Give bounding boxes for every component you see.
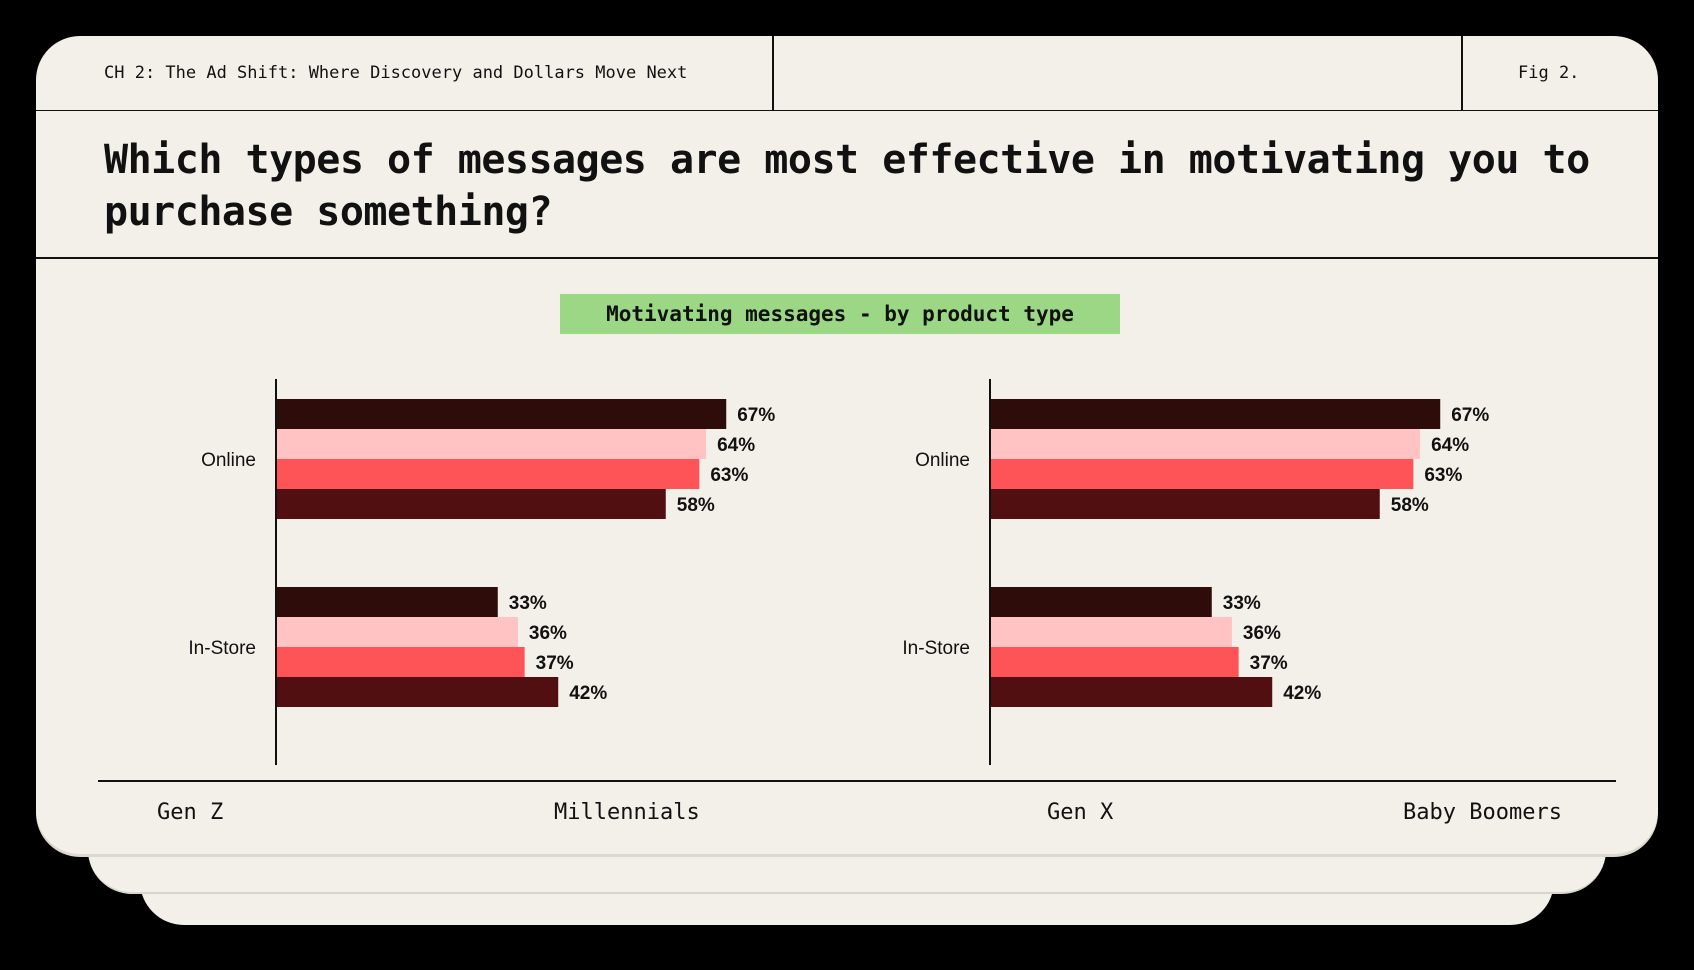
bar-online-gen-z xyxy=(990,399,1441,429)
question-title: Which types of messages are most effecti… xyxy=(104,137,1590,235)
chart-subtitle: Motivating messages - by product type xyxy=(560,294,1120,334)
bar-in-store-baby-boomers xyxy=(990,677,1273,707)
data-label-in-store-gen-z: 33% xyxy=(509,593,547,614)
legend-baby-boomers: Baby Boomers xyxy=(1403,800,1562,825)
data-label-online-millennials: 64% xyxy=(717,435,755,456)
bar-online-baby-boomers xyxy=(990,489,1380,519)
data-label-online-millennials: 64% xyxy=(1431,435,1469,456)
bar-online-gen-x xyxy=(990,459,1414,489)
data-label-in-store-baby-boomers: 42% xyxy=(1283,683,1321,704)
card-header: CH 2: The Ad Shift: Where Discovery and … xyxy=(36,36,1658,111)
bar-online-baby-boomers xyxy=(276,489,666,519)
bar-in-store-millennials xyxy=(990,617,1232,647)
bar-in-store-gen-x xyxy=(990,647,1239,677)
bar-in-store-millennials xyxy=(276,617,518,647)
figure-label: Fig 2. xyxy=(1518,63,1580,83)
legend-millennials: Millennials xyxy=(554,800,700,825)
bar-online-gen-z xyxy=(276,399,727,429)
chart-left: Online 67% 64% 63% 58% In-Store 33% 36% 37% 42% xyxy=(86,371,866,766)
data-label-in-store-gen-z: 33% xyxy=(1223,593,1261,614)
chapter-title: CH 2: The Ad Shift: Where Discovery and … xyxy=(104,63,688,83)
chart-right: Online 67% 64% 63% 58% In-Store 33% 36% 37% 42% xyxy=(800,371,1580,766)
data-label-online-gen-z: 67% xyxy=(737,405,775,426)
bar-in-store-gen-x xyxy=(276,647,525,677)
data-label-online-gen-x: 63% xyxy=(710,465,748,486)
data-label-in-store-gen-x: 37% xyxy=(1250,653,1288,674)
bar-online-gen-x xyxy=(276,459,700,489)
legend-gen-z: Gen Z xyxy=(157,800,224,825)
bar-online-millennials xyxy=(276,429,707,459)
data-label-in-store-millennials: 36% xyxy=(529,623,567,644)
chart-svg: Online 67% 64% 63% 58% In-Store 33% 36% 37% 42% xyxy=(188,379,775,765)
data-label-in-store-baby-boomers: 42% xyxy=(569,683,607,704)
category-label-online: Online xyxy=(201,450,256,471)
data-label-online-baby-boomers: 58% xyxy=(1391,495,1429,516)
legend-gen-x: Gen X xyxy=(1047,800,1114,825)
data-label-online-baby-boomers: 58% xyxy=(677,495,715,516)
bar-in-store-gen-z xyxy=(990,587,1212,617)
header-divider xyxy=(772,36,774,110)
title-divider xyxy=(36,257,1658,259)
data-label-in-store-gen-x: 37% xyxy=(536,653,574,674)
category-label-in-store: In-Store xyxy=(902,638,970,659)
data-label-online-gen-x: 63% xyxy=(1424,465,1462,486)
bar-online-millennials xyxy=(990,429,1421,459)
header-divider xyxy=(1461,36,1463,110)
legend-divider xyxy=(98,780,1616,782)
chart-svg: Online 67% 64% 63% 58% In-Store 33% 36% 37% 42% xyxy=(902,379,1489,765)
data-label-online-gen-z: 67% xyxy=(1451,405,1489,426)
category-label-online: Online xyxy=(915,450,970,471)
figure-card: CH 2: The Ad Shift: Where Discovery and … xyxy=(36,36,1658,854)
category-label-in-store: In-Store xyxy=(188,638,256,659)
data-label-in-store-millennials: 36% xyxy=(1243,623,1281,644)
bar-in-store-baby-boomers xyxy=(276,677,559,707)
bar-in-store-gen-z xyxy=(276,587,498,617)
